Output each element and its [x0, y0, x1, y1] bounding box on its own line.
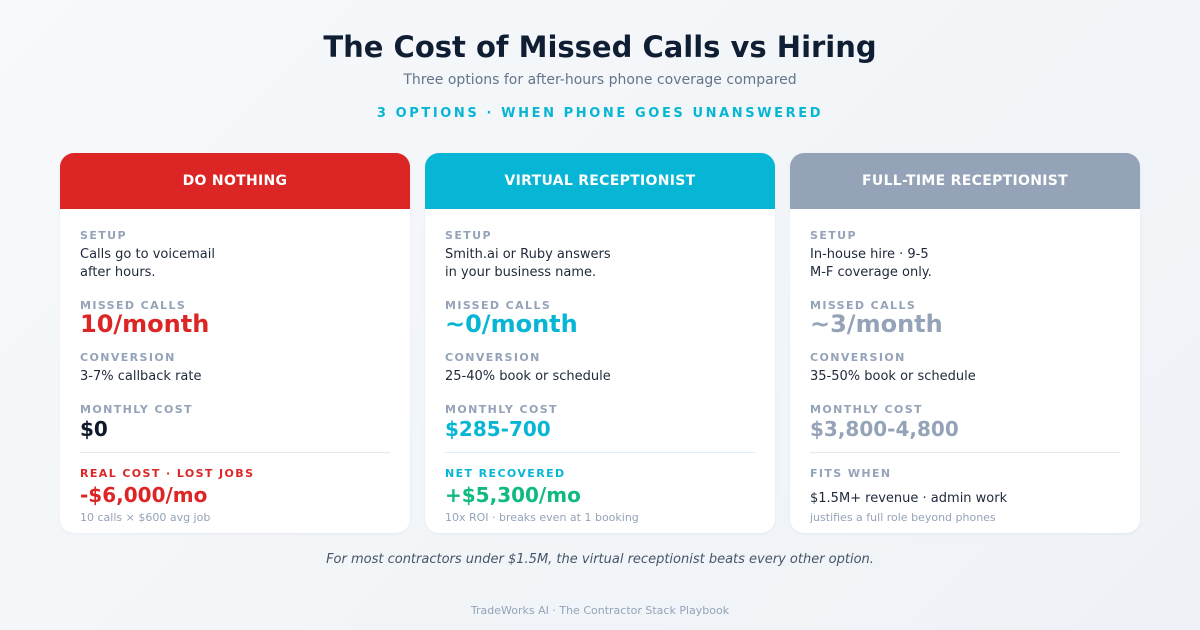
conversion-label: CONVERSION	[445, 351, 541, 364]
real-cost-note: 10 calls × $600 avg job	[80, 511, 211, 524]
page-title: The Cost of Missed Calls vs Hiring	[323, 30, 877, 64]
monthly-cost-value: $0	[80, 417, 108, 441]
footer-credit: TradeWorks AI · The Contractor Stack Pla…	[470, 604, 730, 617]
real-cost-value: -$6,000/mo	[80, 483, 208, 507]
net-recovered-value: +$5,300/mo	[445, 483, 581, 507]
card-full-time-receptionist: FULL-TIME RECEPTIONIST SETUP In-house hi…	[790, 153, 1140, 533]
missed-calls-label: MISSED CALLS	[810, 299, 917, 312]
missed-calls-value: ~3/month	[810, 310, 943, 338]
setup-text-line1: Calls go to voicemail	[80, 247, 215, 262]
page-subtitle: Three options for after-hours phone cove…	[403, 72, 797, 88]
fits-when-value: $1.5M+ revenue · admin work	[810, 491, 1008, 506]
monthly-cost-value: $285-700	[445, 417, 551, 441]
footnote: For most contractors under $1.5M, the vi…	[326, 552, 874, 567]
setup-text-line2: in your business name.	[445, 265, 597, 280]
monthly-cost-label: MONTHLY COST	[80, 403, 193, 416]
missed-calls-value: ~0/month	[445, 310, 578, 338]
monthly-cost-label: MONTHLY COST	[810, 403, 923, 416]
setup-label: SETUP	[80, 229, 127, 242]
conversion-value: 35-50% book or schedule	[810, 369, 976, 384]
setup-text-line2: M-F coverage only.	[810, 265, 932, 280]
card-divider	[80, 452, 390, 453]
card-divider	[810, 452, 1120, 453]
monthly-cost-value: $3,800-4,800	[810, 417, 959, 441]
net-recovered-label: NET RECOVERED	[445, 467, 566, 480]
card-virtual-receptionist: VIRTUAL RECEPTIONIST SETUP Smith.ai or R…	[425, 153, 775, 533]
monthly-cost-label: MONTHLY COST	[445, 403, 558, 416]
setup-label: SETUP	[445, 229, 492, 242]
fits-when-note: justifies a full role beyond phones	[810, 511, 996, 524]
net-recovered-note: 10x ROI · breaks even at 1 booking	[445, 511, 639, 524]
missed-calls-label: MISSED CALLS	[445, 299, 552, 312]
setup-text-line1: In-house hire · 9-5	[810, 247, 929, 262]
card-header: VIRTUAL RECEPTIONIST	[425, 153, 775, 209]
card-header: FULL-TIME RECEPTIONIST	[790, 153, 1140, 209]
conversion-value: 3-7% callback rate	[80, 369, 202, 384]
setup-text-line2: after hours.	[80, 265, 156, 280]
card-do-nothing: DO NOTHING SETUP Calls go to voicemail a…	[60, 153, 410, 533]
setup-label: SETUP	[810, 229, 857, 242]
fits-when-label: FITS WHEN	[810, 467, 892, 480]
missed-calls-value: 10/month	[80, 310, 210, 338]
real-cost-label: REAL COST · LOST JOBS	[80, 467, 255, 480]
missed-calls-label: MISSED CALLS	[80, 299, 187, 312]
card-divider	[445, 452, 755, 453]
options-eyebrow: 3 OPTIONS · WHEN PHONE GOES UNANSWERED	[376, 106, 824, 121]
conversion-label: CONVERSION	[80, 351, 176, 364]
card-header: DO NOTHING	[60, 153, 410, 209]
conversion-label: CONVERSION	[810, 351, 906, 364]
conversion-value: 25-40% book or schedule	[445, 369, 611, 384]
setup-text-line1: Smith.ai or Ruby answers	[445, 247, 611, 262]
